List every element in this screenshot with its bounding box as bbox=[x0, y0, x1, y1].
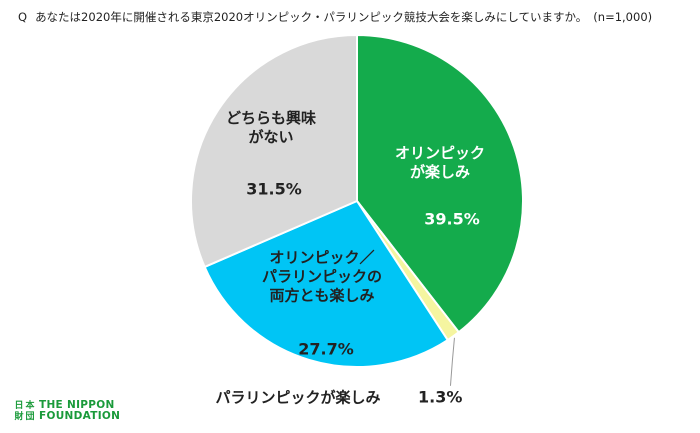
slice-value-label: 31.5% bbox=[246, 180, 302, 199]
slice-category-label: オリンピック／ bbox=[269, 249, 374, 267]
slice-value-label: 27.7% bbox=[298, 340, 354, 359]
pie-slices bbox=[190, 33, 524, 368]
slice-category-label: がない bbox=[248, 128, 293, 146]
slice-category-label: パラリンピックの bbox=[262, 268, 382, 286]
slice-value-label: 1.3% bbox=[418, 388, 462, 407]
logo-line-1: THE NIPPON bbox=[39, 399, 115, 411]
slice-category-label: パラリンピックが楽しみ bbox=[215, 389, 380, 407]
slice-category-label: オリンピック bbox=[395, 144, 485, 162]
pie-slice bbox=[190, 33, 358, 269]
slice-category-label: 両方とも楽しみ bbox=[269, 287, 374, 305]
leader-line bbox=[449, 337, 455, 386]
pie-slice bbox=[356, 33, 524, 334]
logo-glyph: 財 bbox=[14, 411, 24, 422]
sample-size: (n=1,000) bbox=[593, 10, 653, 24]
nippon-foundation-logo: 日 本 財 団 THE NIPPON FOUNDATION bbox=[14, 400, 120, 422]
logo-emblem: 日 本 財 団 bbox=[14, 401, 35, 422]
logo-wordmark: THE NIPPON FOUNDATION bbox=[39, 400, 120, 422]
pie-slice bbox=[203, 199, 450, 368]
logo-glyph: 本 bbox=[25, 400, 35, 411]
logo-glyph: 日 bbox=[14, 400, 24, 411]
slice-value-label: 39.5% bbox=[424, 210, 480, 229]
slice-category-label: が楽しみ bbox=[410, 163, 470, 181]
question-prefix: Q bbox=[18, 10, 28, 24]
question-text: Q あなたは2020年に開催される東京2020オリンピック・パラリンピック競技大会… bbox=[18, 9, 652, 25]
logo-line-2: FOUNDATION bbox=[39, 410, 121, 422]
logo-glyph: 団 bbox=[25, 411, 35, 422]
slice-category-label: どちらも興味 bbox=[226, 109, 316, 127]
question-body: あなたは2020年に開催される東京2020オリンピック・パラリンピック競技大会を… bbox=[35, 10, 588, 24]
